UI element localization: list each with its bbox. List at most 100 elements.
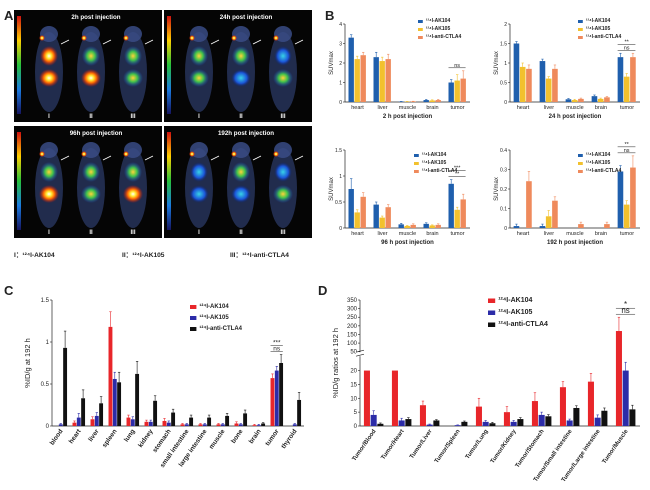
x-tick-label: Tumor/Kidney [490, 428, 518, 465]
bar [571, 100, 578, 102]
uptake-hotspot [273, 69, 293, 87]
thyroid-hotspot [81, 151, 87, 157]
suvmax-chart: 0 0.5 1 1.5 SUVmax heart liver muscle brain tumor… [329, 148, 470, 246]
bar [148, 421, 153, 426]
bar [220, 424, 225, 426]
axis-break-mark [355, 353, 365, 357]
y-tick-label: 0.1 [500, 207, 507, 213]
x-tick-label: muscle [399, 231, 416, 237]
timepoint-label: 192h post injection [218, 130, 274, 137]
mouse-label: II [89, 230, 93, 236]
uptake-hotspot [231, 69, 251, 87]
bar [225, 415, 230, 426]
legend-label: ¹²⁴I-anti-CTLA4 [422, 168, 458, 174]
bar [615, 331, 622, 426]
bar [617, 57, 624, 102]
legend-swatch [414, 162, 419, 165]
legend-swatch [418, 28, 423, 31]
tumor-arrow [60, 155, 70, 161]
y-tick-label: 2 [339, 61, 342, 67]
bar [630, 167, 636, 228]
y-tick-label: 1.5 [41, 298, 50, 304]
y-tick-label: 250 [347, 315, 358, 321]
chart-subtitle: 2 h post injection [383, 114, 433, 120]
x-tick-label: Tumor/Stomach [515, 428, 546, 469]
color-scale-bar [167, 132, 171, 230]
x-tick-label: liver [87, 428, 101, 443]
bar [90, 419, 95, 426]
timepoint-label: 24h post injection [220, 14, 273, 21]
x-tick-label: Tumor/Muscle [602, 428, 630, 465]
bar [435, 100, 441, 102]
tumor-arrow [144, 155, 154, 161]
y-tick-label: 50 [350, 350, 357, 356]
x-tick-label: thyroid [280, 428, 298, 450]
tumor-arrow [294, 155, 304, 161]
bar [552, 68, 558, 102]
legend-swatch [578, 36, 583, 39]
bar [292, 424, 297, 426]
x-tick-label: blood [49, 428, 65, 447]
x-tick-label: Tumor/Blood [352, 428, 378, 462]
legend-swatch [488, 310, 496, 315]
mouse-label: I [48, 114, 50, 120]
suvmax-chart: 0 1 2 3 4 SUVmax heart liver muscle brain tumor ns 2… [329, 18, 470, 120]
bar [354, 59, 360, 102]
color-scale-bar [17, 16, 21, 114]
x-tick-label: tumor [620, 231, 634, 237]
x-tick-label: kidney [137, 428, 155, 449]
uptake-hotspot [40, 46, 58, 66]
legend-label: ¹²⁴I-anti-CTLA4 [586, 34, 622, 40]
significance-label: ns [624, 148, 630, 154]
bar [526, 68, 532, 102]
bar [274, 370, 279, 426]
x-tick-label: brain [595, 231, 607, 237]
significance-label: ** [624, 142, 629, 148]
bar [573, 407, 580, 426]
x-tick-label: liver [377, 231, 387, 237]
bar [112, 378, 117, 426]
bar [578, 98, 584, 102]
y-tick-label: 0 [354, 424, 358, 430]
y-tick-label: 100 [347, 341, 358, 347]
chart-subtitle: 24 h post injection [549, 114, 602, 120]
bar [559, 387, 566, 426]
significance-label: ns [621, 306, 629, 315]
bar [243, 413, 248, 426]
x-tick-label: muscle [208, 428, 227, 451]
thyroid-hotspot [273, 35, 279, 41]
uptake-hotspot [123, 185, 143, 203]
y-tick-label: 0.5 [500, 81, 507, 87]
panel-c-biodistribution-chart: 0 0.5 1 1.5 %ID/g at 192 h blood heart liver spl… [23, 298, 304, 469]
panel-d-ratio-chart: 0 5 10 15 20 50 100 150 200 250 300 350 %ID/g ratios… [331, 297, 640, 483]
bar [566, 420, 573, 426]
x-tick-label: liver [377, 105, 387, 111]
significance-label: ** [624, 39, 629, 45]
bar [429, 225, 435, 228]
legend-swatch [190, 305, 197, 309]
x-tick-label: bone [230, 428, 245, 445]
bar [238, 424, 243, 426]
y-tick-label: 1 [46, 340, 50, 346]
uptake-hotspot [81, 69, 101, 87]
y-tick-label: 4 [339, 22, 342, 28]
bar [623, 204, 630, 228]
bar [279, 363, 284, 426]
y-tick-label: 350 [347, 298, 358, 304]
bar [545, 416, 552, 426]
mouse-label: II [239, 230, 243, 236]
bar [202, 424, 207, 426]
bar [404, 225, 410, 228]
y-tick-label: 0 [504, 100, 507, 106]
chart-subtitle: 96 h post injection [381, 240, 434, 246]
uptake-hotspot [232, 46, 250, 66]
bar [503, 412, 510, 426]
y-tick-label: 15 [350, 382, 357, 388]
bar [189, 417, 194, 426]
bar [591, 96, 598, 102]
y-axis-title: %ID/g at 192 h [23, 338, 32, 388]
y-axis-title: SUVmax [329, 51, 335, 75]
x-tick-label: tumor [620, 105, 634, 111]
legend-swatch [418, 20, 423, 23]
